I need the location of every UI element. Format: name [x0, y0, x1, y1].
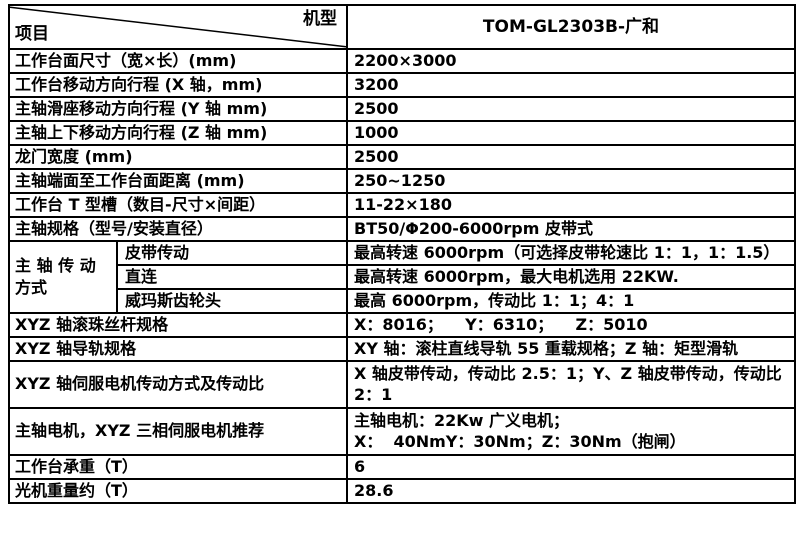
- spec-label: 工作台 T 型槽（数目-尺寸×间距）: [8, 192, 348, 218]
- spec-label: 主轴规格（型号/安装直径）: [8, 216, 348, 242]
- spec-label: 工作台移动方向行程 (X 轴，mm): [8, 72, 348, 98]
- spec-row: 主轴电机，XYZ 三相伺服电机推荐 主轴电机：22Kw 广义电机； X： 40N…: [8, 407, 796, 456]
- spec-value: 28.6: [346, 478, 796, 504]
- spec-value: 1000: [346, 120, 796, 146]
- spec-value: 最高转速 6000rpm，最大电机选用 22KW.: [346, 264, 796, 290]
- header-row: 机型 项目 TOM-GL2303B-广和: [8, 4, 796, 50]
- spec-label: 工作台面尺寸（宽×长）(mm): [8, 48, 348, 74]
- corner-label-machine-type: 机型: [303, 9, 337, 29]
- spec-row: 工作台移动方向行程 (X 轴，mm) 3200: [8, 72, 796, 98]
- spec-label: 龙门宽度 (mm): [8, 144, 348, 170]
- spindle-drive-sub-label: 威玛斯齿轮头: [116, 288, 348, 314]
- spec-label: 主轴滑座移动方向行程 (Y 轴 mm): [8, 96, 348, 122]
- spec-row: 光机重量约（T） 28.6: [8, 478, 796, 504]
- spec-value: 2500: [346, 96, 796, 122]
- spec-value: 2200×3000: [346, 48, 796, 74]
- spindle-drive-group-label: 主 轴 传 动 方式: [8, 240, 118, 314]
- spec-value: X：8016； Y：6310； Z：5010: [346, 312, 796, 338]
- spec-row: 工作台承重（T） 6: [8, 454, 796, 480]
- corner-header-cell: 机型 项目: [8, 4, 348, 50]
- spec-row: 龙门宽度 (mm) 2500: [8, 144, 796, 170]
- spec-row: 主轴端面至工作台面距离 (mm) 250~1250: [8, 168, 796, 194]
- spec-row: XYZ 轴滚珠丝杆规格 X：8016； Y：6310； Z：5010: [8, 312, 796, 338]
- spec-label: XYZ 轴滚珠丝杆规格: [8, 312, 348, 338]
- spec-sheet: 机型 项目 TOM-GL2303B-广和 工作台面尺寸（宽×长）(mm) 220…: [8, 4, 796, 504]
- spec-value: 最高转速 6000rpm（可选择皮带轮速比 1：1，1：1.5）: [346, 240, 796, 266]
- spindle-drive-sub-label: 皮带传动: [116, 240, 348, 266]
- spec-label: 光机重量约（T）: [8, 478, 348, 504]
- spec-label: 主轴端面至工作台面距离 (mm): [8, 168, 348, 194]
- corner-label-item: 项目: [15, 23, 49, 44]
- spec-value: 3200: [346, 72, 796, 98]
- spindle-drive-row: 主 轴 传 动 方式 皮带传动 最高转速 6000rpm（可选择皮带轮速比 1：…: [8, 240, 796, 314]
- spec-label: 工作台承重（T）: [8, 454, 348, 480]
- model-name-cell: TOM-GL2303B-广和: [346, 4, 796, 50]
- spec-row: 主轴滑座移动方向行程 (Y 轴 mm) 2500: [8, 96, 796, 122]
- spec-value: 最高 6000rpm，传动比 1：1；4：1: [346, 288, 796, 314]
- spec-row: 工作台面尺寸（宽×长）(mm) 2200×3000: [8, 48, 796, 74]
- spec-table: 机型 项目 TOM-GL2303B-广和 工作台面尺寸（宽×长）(mm) 220…: [8, 4, 796, 504]
- spec-value: 6: [346, 454, 796, 480]
- spec-row: 主轴上下移动方向行程 (Z 轴 mm) 1000: [8, 120, 796, 146]
- spec-label: 主轴上下移动方向行程 (Z 轴 mm): [8, 120, 348, 146]
- spec-value: 2500: [346, 144, 796, 170]
- spec-value: BT50/Φ200-6000rpm 皮带式: [346, 216, 796, 242]
- spec-value: 250~1250: [346, 168, 796, 194]
- spindle-drive-row: 直连 最高转速 6000rpm，最大电机选用 22KW.: [9, 264, 796, 290]
- spec-row: XYZ 轴伺服电机传动方式及传动比 X 轴皮带传动，传动比 2.5：1；Y、Z …: [8, 360, 796, 409]
- spec-row: XYZ 轴导轨规格 XY 轴：滚柱直线导轨 55 重载规格；Z 轴：矩型滑轨: [8, 336, 796, 362]
- spec-value: 主轴电机：22Kw 广义电机； X： 40NmY：30Nm；Z：30Nm（抱闸）: [346, 407, 796, 456]
- spec-label: 主轴电机，XYZ 三相伺服电机推荐: [8, 407, 348, 456]
- spec-row: 主轴规格（型号/安装直径） BT50/Φ200-6000rpm 皮带式: [8, 216, 796, 242]
- diagonal-divider-line: [10, 6, 346, 48]
- spindle-drive-sub-label: 直连: [116, 264, 348, 290]
- spec-label: XYZ 轴伺服电机传动方式及传动比: [8, 360, 348, 409]
- spindle-drive-row: 威玛斯齿轮头 最高 6000rpm，传动比 1：1；4：1: [9, 288, 796, 314]
- spec-value: XY 轴：滚柱直线导轨 55 重载规格；Z 轴：矩型滑轨: [346, 336, 796, 362]
- spec-label: XYZ 轴导轨规格: [8, 336, 348, 362]
- spec-value: 11-22×180: [346, 192, 796, 218]
- spec-row: 工作台 T 型槽（数目-尺寸×间距） 11-22×180: [8, 192, 796, 218]
- spec-value: X 轴皮带传动，传动比 2.5：1；Y、Z 轴皮带传动，传动比 2：1: [346, 360, 796, 409]
